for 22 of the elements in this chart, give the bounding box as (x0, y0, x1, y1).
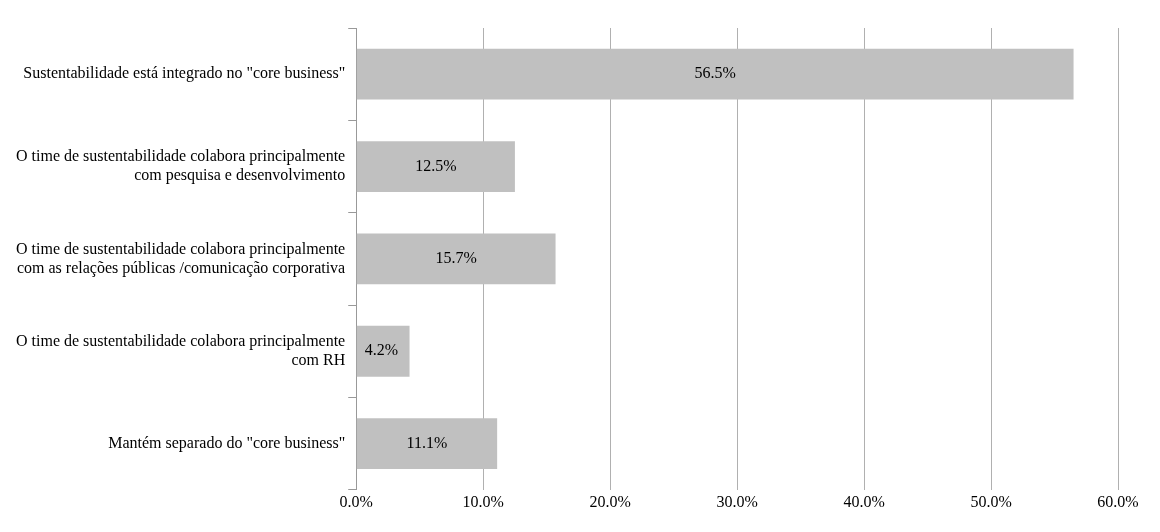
y-tick-label: Mantém separado do "core business" (108, 433, 346, 452)
y-tick-label: O time de sustentabilidade colabora principalmente com pesquisa e desenvolvimento (16, 147, 346, 185)
y-tick-label: O time de sustentabilidade colabora principalmente com RH (16, 331, 346, 369)
y-tick-label: O time de sustentabilidade colabora principalmente com as relações públicas /comunicação corporativa (16, 239, 346, 277)
x-tick-label: 60.0% (1097, 492, 1139, 510)
x-tick-label: 50.0% (970, 492, 1012, 510)
data-label: 11.1% (406, 433, 448, 451)
data-label: 15.7% (435, 249, 477, 267)
data-label: 56.5% (694, 64, 736, 82)
x-tick-label: 40.0% (843, 492, 885, 510)
x-tick-label: 0.0% (339, 492, 373, 510)
x-tick-label: 10.0% (462, 492, 504, 510)
bar (356, 418, 498, 470)
bar (356, 325, 410, 377)
x-tick-label: 30.0% (716, 492, 758, 510)
data-label: 12.5% (415, 156, 457, 174)
bar (356, 48, 1074, 100)
bar (356, 141, 515, 192)
data-label: 4.2% (364, 341, 399, 359)
x-tick-label: 20.0% (589, 492, 631, 510)
y-tick-label: Sustentabilidade está integrado no "core business" (23, 64, 346, 83)
bar (356, 233, 556, 285)
